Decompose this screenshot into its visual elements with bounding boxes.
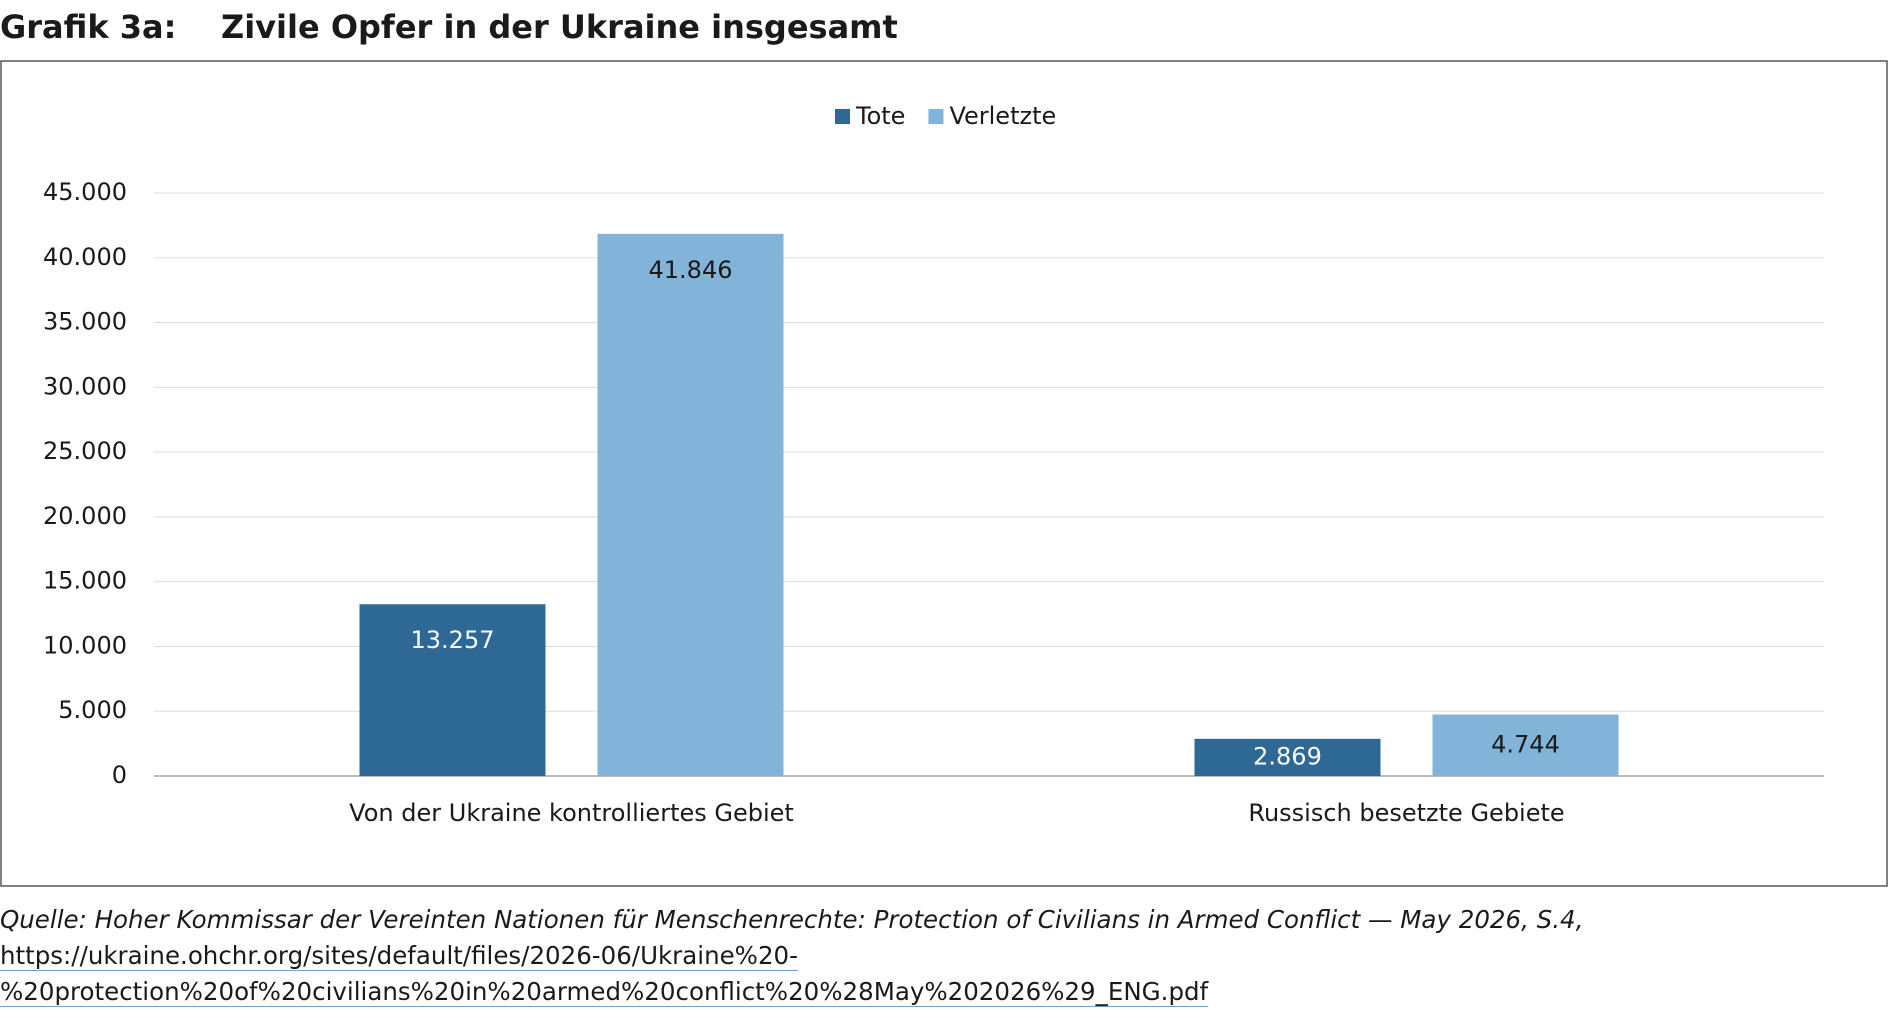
y-tick-label: 5.000 (58, 696, 127, 724)
y-tick-label: 30.000 (43, 372, 127, 400)
bar (1194, 738, 1381, 776)
y-tick-label: 20.000 (43, 502, 127, 530)
value-label: 2.869 (1253, 742, 1322, 770)
y-tick-label: 35.000 (43, 308, 127, 336)
legend-label: Tote (855, 102, 905, 130)
value-label: 41.846 (649, 256, 733, 284)
legend-swatch (928, 109, 944, 124)
value-label: 13.257 (411, 626, 495, 654)
chart-title: Zivile Opfer in der Ukraine insgesamt (221, 8, 898, 46)
chart-label: Grafik 3a: (0, 8, 177, 46)
value-label: 4.744 (1491, 730, 1560, 758)
y-tick-label: 25.000 (43, 437, 127, 465)
x-tick-label: Von der Ukraine kontrolliertes Gebiet (349, 799, 794, 827)
y-tick-label: 40.000 (43, 243, 127, 271)
page: Grafik 3a: Zivile Opfer in der Ukraine i… (0, 8, 1888, 1007)
bar (1432, 714, 1619, 776)
legend-label: Verletzte (949, 102, 1056, 130)
y-tick-label: 15.000 (43, 567, 127, 595)
source: Quelle: Hoher Kommissar der Vereinten Na… (0, 902, 1888, 1010)
y-tick-label: 10.000 (43, 631, 127, 659)
chart: 0 5.000 10.000 15.000 20.000 25.000 30.000 35.0… (0, 60, 1888, 887)
x-tick-label: Russisch besetzte Gebiete (1248, 799, 1564, 827)
y-tick-label: 45.000 (43, 178, 127, 206)
chart-frame (0, 60, 1888, 887)
y-tick-label: 0 (112, 761, 127, 789)
source-link[interactable]: https://ukraine.ohchr.org/sites/default/… (0, 941, 1209, 1007)
legend-swatch (835, 109, 850, 124)
source-text: Quelle: Hoher Kommissar der Vereinten Na… (0, 905, 1584, 934)
bar (359, 604, 546, 776)
bar (597, 233, 784, 776)
